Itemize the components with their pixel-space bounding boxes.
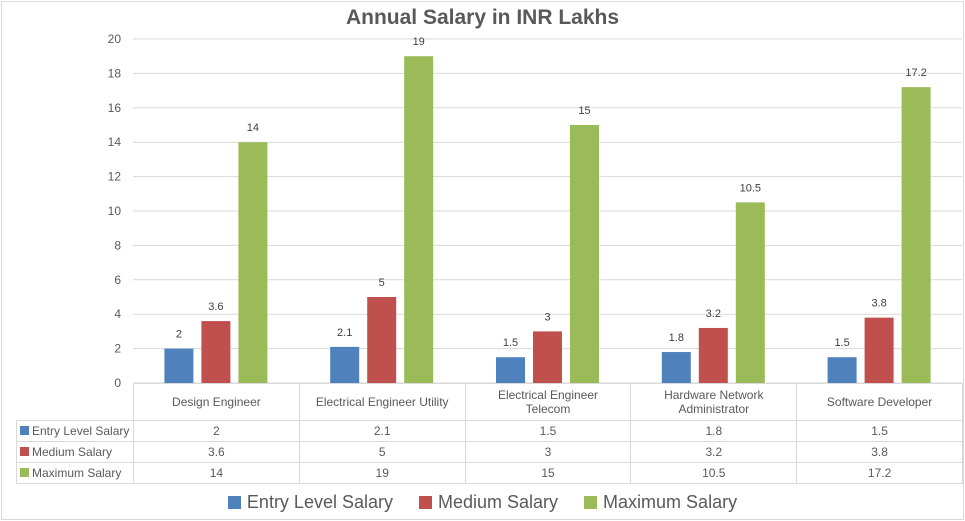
table-cell: 1.5 — [796, 420, 963, 442]
data-table: Design Engineer Electrical Engineer Utili… — [16, 383, 963, 484]
y-tick-label: 2 — [114, 342, 121, 356]
category-label: Electrical Engineer Utility — [298, 383, 466, 421]
bar — [698, 327, 728, 383]
data-label: 15 — [578, 105, 590, 117]
data-label: 3.6 — [208, 301, 223, 313]
series-swatch-icon — [20, 468, 29, 477]
data-label: 2 — [176, 329, 182, 341]
table-cell: 14 — [133, 462, 300, 484]
y-tick-label: 0 — [114, 376, 121, 390]
legend-label: Medium Salary — [438, 492, 559, 512]
bar — [864, 317, 894, 383]
data-label: 3.2 — [706, 308, 721, 320]
series-name: Medium Salary — [32, 445, 113, 459]
category-label: Hardware Network Administrator — [630, 383, 798, 421]
data-label: 3 — [544, 311, 550, 323]
series-name: Maximum Salary — [32, 466, 122, 480]
table-row: Maximum Salary 14 19 15 10.5 17.2 — [16, 462, 963, 484]
y-tick-label: 4 — [114, 307, 121, 321]
bar — [827, 357, 857, 383]
table-header-row: Design Engineer Electrical Engineer Utili… — [16, 383, 963, 421]
data-label: 3.8 — [871, 298, 886, 310]
bar — [367, 297, 397, 383]
table-cell: 17.2 — [796, 462, 963, 484]
data-label: 5 — [379, 277, 385, 289]
table-cell: 10.5 — [630, 462, 798, 484]
table-row: Entry Level Salary 2 2.1 1.5 1.8 1.5 — [16, 420, 963, 442]
data-label: 19 — [413, 36, 425, 48]
bar — [735, 202, 765, 383]
legend-swatch-icon — [227, 496, 241, 509]
table-cell: 19 — [298, 462, 466, 484]
legend-item: Medium Salary — [419, 492, 558, 513]
data-label: 17.2 — [905, 67, 926, 79]
y-tick-label: 10 — [108, 204, 122, 218]
bar — [901, 87, 931, 383]
series-name: Entry Level Salary — [32, 424, 130, 438]
legend-swatch-icon — [419, 496, 432, 509]
table-cell: 5 — [298, 441, 466, 463]
table-cell: 3 — [464, 441, 632, 463]
legend-label: Entry Level Salary — [246, 492, 393, 512]
bar — [164, 348, 194, 383]
category-label: Design Engineer — [133, 383, 300, 421]
bar — [404, 56, 434, 383]
y-tick-label: 8 — [114, 238, 121, 252]
legend-swatch-icon — [584, 496, 598, 509]
bar — [661, 352, 691, 383]
series-row-header: Medium Salary — [16, 441, 134, 463]
table-cell: 15 — [464, 462, 632, 484]
table-cell: 1.8 — [630, 420, 798, 442]
chart-title: Annual Salary in INR Lakhs — [345, 6, 620, 29]
y-tick-label: 6 — [114, 273, 121, 287]
category-label: Software Developer — [796, 383, 963, 421]
table-cell: 2.1 — [298, 420, 466, 442]
series-row-header: Entry Level Salary — [16, 420, 134, 442]
bar — [496, 357, 525, 383]
legend: Entry Level Salary Medium Salary Maximum S… — [0, 492, 965, 513]
table-corner — [16, 383, 134, 421]
y-tick-label: 12 — [108, 170, 122, 184]
y-tick-label: 16 — [108, 101, 122, 115]
bar — [238, 142, 268, 383]
y-tick-label: 20 — [108, 32, 122, 46]
legend-item: Entry Level Salary — [227, 492, 393, 513]
table-cell: 2 — [133, 420, 300, 442]
category-label: Electrical Engineer Telecom — [464, 383, 632, 421]
data-label: 14 — [247, 122, 259, 134]
bar — [330, 346, 360, 383]
series-swatch-icon — [20, 426, 29, 435]
data-label: 10.5 — [740, 182, 761, 194]
bar — [201, 321, 231, 383]
series-row-header: Maximum Salary — [16, 462, 134, 484]
bar — [533, 331, 562, 383]
table-cell: 3.8 — [796, 441, 963, 463]
legend-label: Maximum Salary — [603, 492, 738, 512]
y-tick-label: 18 — [108, 66, 122, 80]
table-cell: 1.5 — [464, 420, 632, 442]
y-tick-label: 14 — [108, 135, 122, 149]
data-label: 1.5 — [834, 337, 849, 349]
series-swatch-icon — [20, 447, 29, 456]
table-row: Medium Salary 3.6 5 3 3.2 3.8 — [16, 441, 963, 463]
data-label: 1.5 — [503, 337, 518, 349]
data-label: 1.8 — [669, 332, 684, 344]
table-cell: 3.6 — [133, 441, 300, 463]
data-label: 2.1 — [337, 327, 352, 339]
table-cell: 3.2 — [630, 441, 798, 463]
bar — [570, 125, 599, 383]
legend-item: Maximum Salary — [584, 492, 737, 513]
